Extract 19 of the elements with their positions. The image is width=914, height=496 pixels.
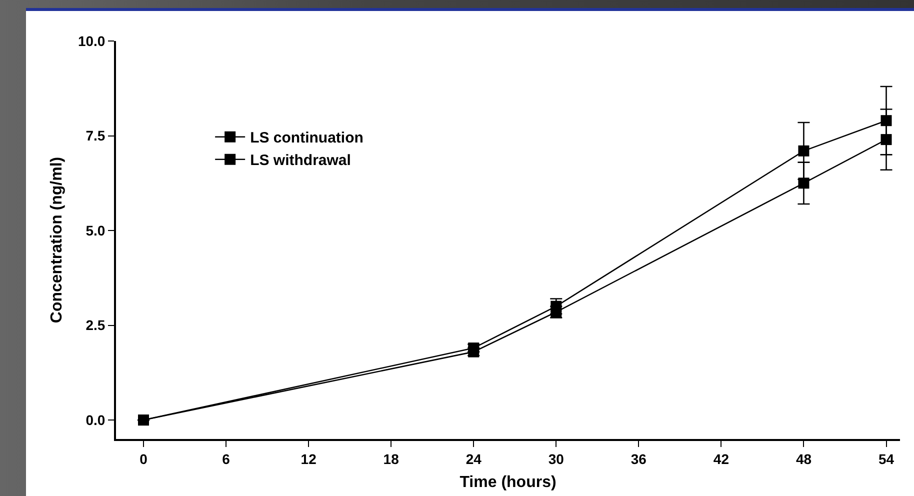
x-tick-label: 6 xyxy=(222,450,230,467)
y-tick-label: 2.5 xyxy=(86,317,106,334)
y-tick-label: 5.0 xyxy=(86,222,106,238)
legend-label: LS continuation xyxy=(250,130,364,147)
x-tick-label: 30 xyxy=(548,450,564,467)
x-tick-label: 18 xyxy=(383,450,400,467)
legend-label: LS withdrawal xyxy=(250,152,351,170)
x-tick-label: 0 xyxy=(140,450,148,467)
y-tick-label: 0.0 xyxy=(86,412,106,428)
x-tick-label: 42 xyxy=(713,450,730,467)
x-axis-title: Time (hours) xyxy=(460,474,556,491)
x-tick-label: 36 xyxy=(630,450,647,467)
y-tick-label: 10.0 xyxy=(78,32,106,49)
x-tick-label: 12 xyxy=(300,450,317,467)
y-axis-title: Concentration (ng/ml) xyxy=(48,156,66,324)
y-tick-label: 7.5 xyxy=(86,128,106,144)
x-tick-label: 48 xyxy=(796,450,812,467)
x-tick-label: 54 xyxy=(878,450,894,467)
x-tick-label: 24 xyxy=(466,450,482,467)
